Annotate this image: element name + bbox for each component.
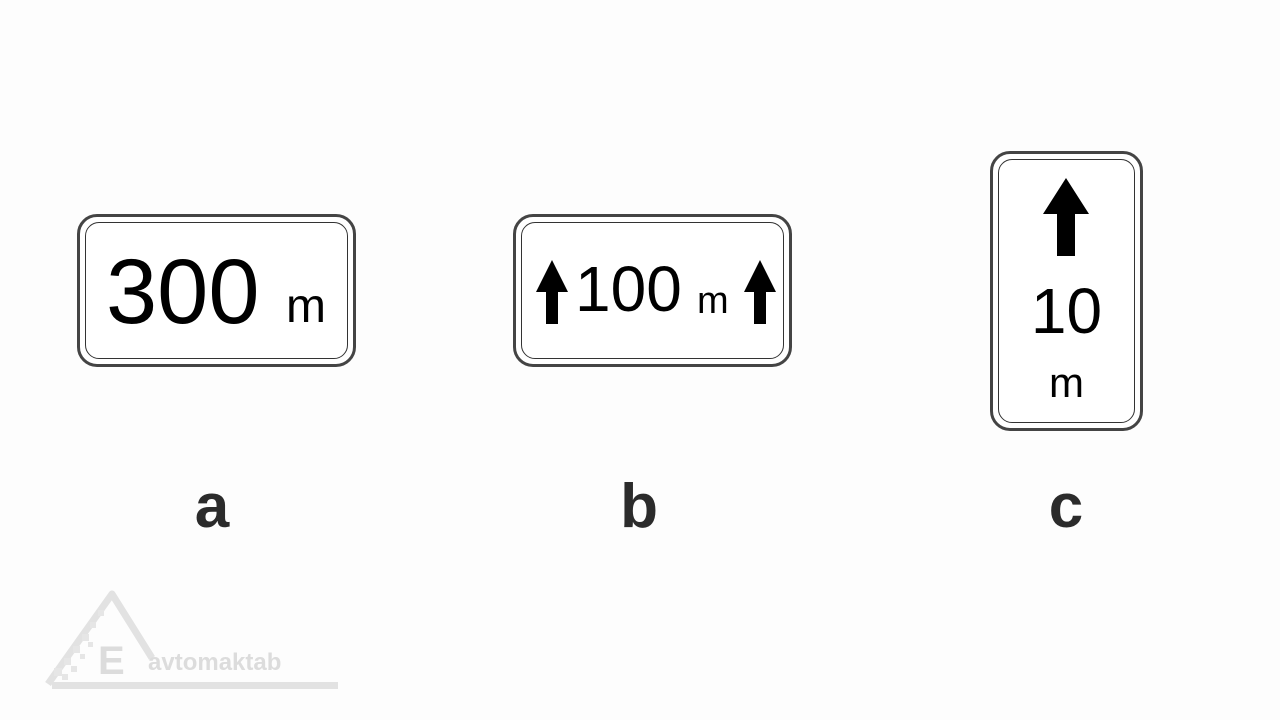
arrow-up-icon <box>1043 178 1089 256</box>
sign-a-number: 300 <box>106 241 260 343</box>
sign-a-inner-border <box>85 222 348 359</box>
sign-b-number: 100 <box>575 253 682 325</box>
sign-a-unit: m <box>286 280 326 333</box>
sign-c-unit: m <box>1049 359 1084 406</box>
sign-a: 300 m <box>77 214 356 367</box>
caption-c: c <box>1048 472 1084 541</box>
avtomaktab-logo: E <box>45 590 338 689</box>
arrow-up-icon <box>744 260 776 324</box>
sign-b-inner-border <box>521 222 784 359</box>
sign-c-number: 10 <box>1030 275 1103 347</box>
sign-c-inner-border <box>998 159 1135 423</box>
caption-a: a <box>194 472 230 541</box>
sign-b: 100 m <box>513 214 792 367</box>
logo-letter-e: E <box>98 639 125 683</box>
sign-c: 10 m <box>990 151 1143 431</box>
sign-b-unit: m <box>697 280 729 322</box>
arrow-up-icon <box>536 260 568 324</box>
caption-b: b <box>620 472 658 541</box>
watermark-text: avtomaktab <box>148 649 282 676</box>
